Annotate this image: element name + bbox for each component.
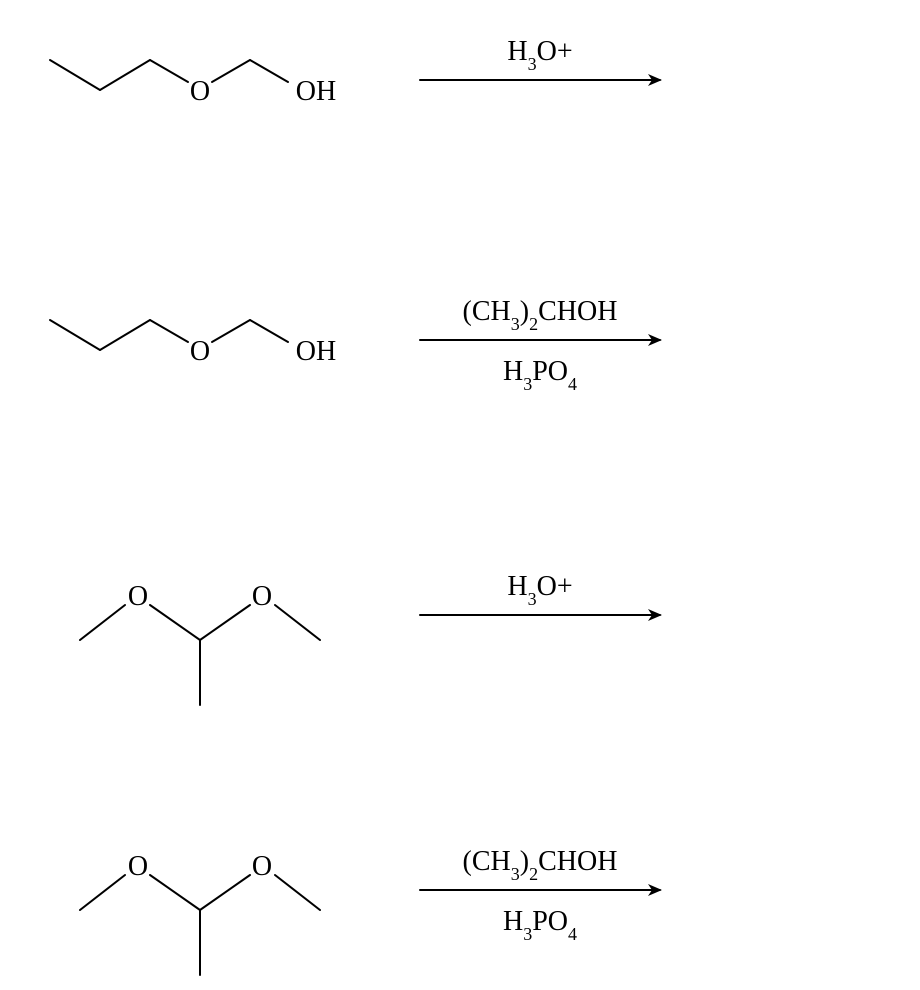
bond <box>212 320 250 342</box>
bond <box>200 605 250 640</box>
atom-label: O <box>252 851 272 882</box>
reagent-label: H3PO4 <box>503 906 577 944</box>
atom-label: O <box>190 76 210 107</box>
molecule: OO <box>80 851 320 975</box>
molecule: O OH <box>50 60 336 107</box>
bond <box>150 320 188 342</box>
atom-label: OH <box>296 76 336 107</box>
bond <box>50 320 100 350</box>
atom-label: O <box>128 851 148 882</box>
bond <box>275 875 320 910</box>
bond <box>275 605 320 640</box>
bond <box>100 60 150 90</box>
reagent-label: H3O+ <box>507 571 572 609</box>
bond <box>250 320 288 342</box>
reagent-label: H3PO4 <box>503 356 577 394</box>
reagent-label: (CH3)2CHOH <box>463 846 618 884</box>
atom-label: OH <box>296 336 336 367</box>
atom-label: O <box>128 581 148 612</box>
bond <box>80 875 125 910</box>
reagent-label: (CH3)2CHOH <box>463 296 618 334</box>
bond <box>200 875 250 910</box>
rxn1: O OH H3O+ <box>50 36 660 107</box>
rxn2: O OH (CH3)2CHOH H3PO4 <box>50 296 660 394</box>
bond <box>212 60 250 82</box>
reagent-label: H3O+ <box>507 36 572 74</box>
molecule: OO <box>80 581 320 705</box>
atom-label: O <box>190 336 210 367</box>
rxn3: OOH3O+ <box>80 571 660 705</box>
bond <box>50 60 100 90</box>
atom-label: O <box>252 581 272 612</box>
rxn4: OO(CH3)2CHOHH3PO4 <box>80 846 660 975</box>
bond <box>150 605 200 640</box>
bond <box>150 875 200 910</box>
chemistry-diagram: OOHH3O+OOH(CH3)2CHOHH3PO4OOH3O+OO(CH3)2C… <box>0 0 920 990</box>
bond <box>100 320 150 350</box>
bond <box>80 605 125 640</box>
molecule: O OH <box>50 320 336 367</box>
bond <box>150 60 188 82</box>
bond <box>250 60 288 82</box>
